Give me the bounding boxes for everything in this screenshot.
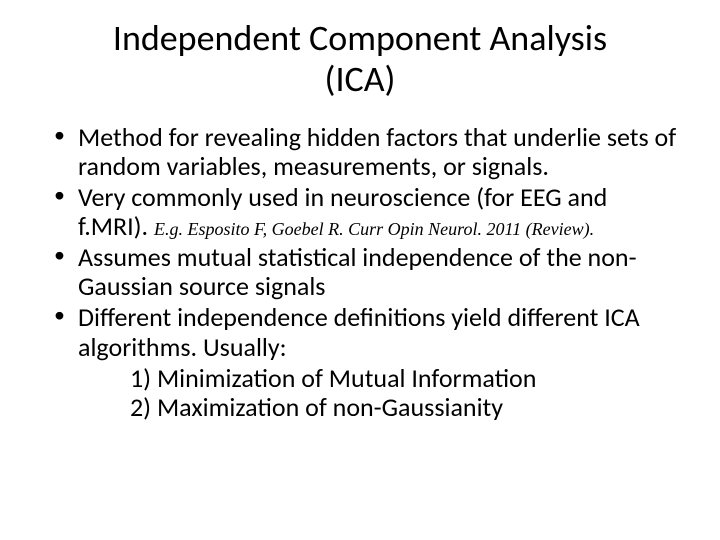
slide-title: Independent Component Analysis (ICA) bbox=[40, 18, 680, 101]
bullet-text: Assumes mutual statistical independence … bbox=[78, 241, 637, 302]
bullet-text: Method for revealing hidden factors that… bbox=[78, 121, 676, 182]
title-line-2: (ICA) bbox=[325, 57, 396, 101]
bullet-list: Method for revealing hidden factors that… bbox=[50, 123, 680, 362]
bullet-item: Assumes mutual statistical independence … bbox=[50, 243, 680, 301]
sub-item: 1) Minimization of Mutual Information bbox=[130, 364, 680, 393]
bullet-item: Different independence definitions yield… bbox=[50, 303, 680, 361]
citation-text: E.g. Esposito F, Goebel R. Curr Opin Neu… bbox=[154, 219, 594, 239]
slide-body: Method for revealing hidden factors that… bbox=[40, 123, 680, 422]
sub-item: 2) Maximization of non-Gaussianity bbox=[130, 393, 680, 422]
bullet-item: Very commonly used in neuroscience (for … bbox=[50, 183, 680, 241]
sub-list: 1) Minimization of Mutual Information 2)… bbox=[50, 364, 680, 422]
bullet-item: Method for revealing hidden factors that… bbox=[50, 123, 680, 181]
title-line-1: Independent Component Analysis bbox=[113, 16, 607, 60]
bullet-text: Different independence definitions yield… bbox=[78, 301, 640, 362]
